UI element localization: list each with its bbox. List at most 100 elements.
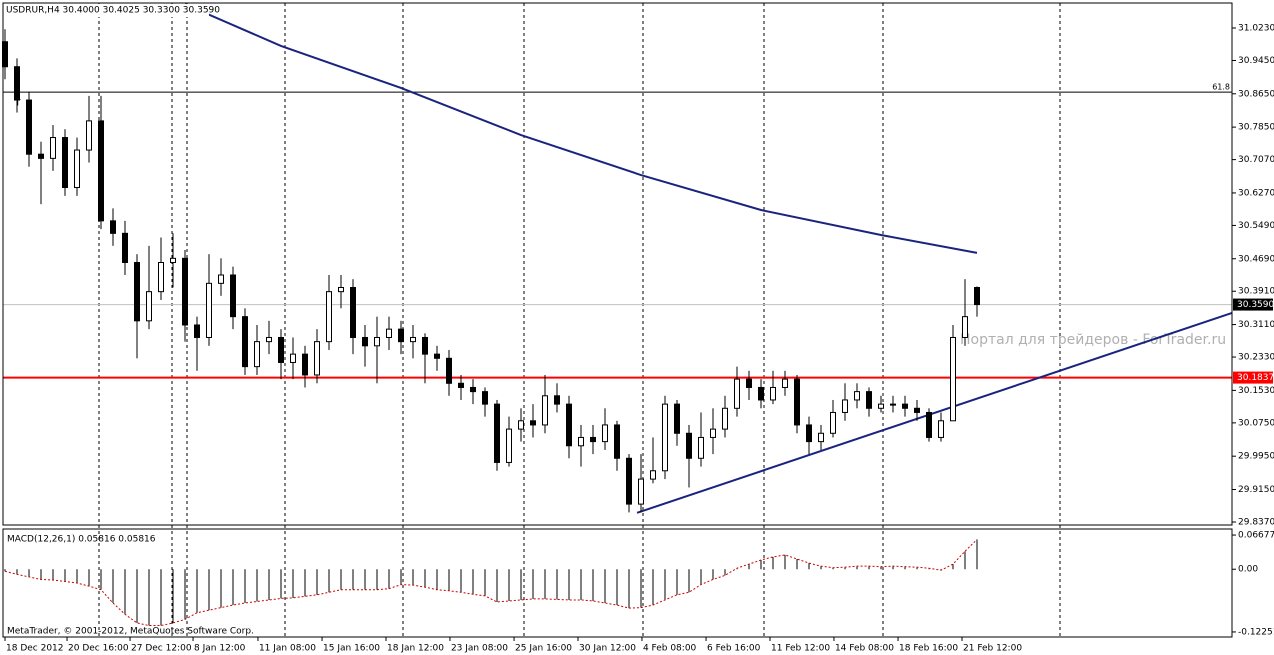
candle-body: [734, 378, 741, 409]
candle-body: [950, 336, 957, 422]
x-tick-label: 18 Feb 16:00: [899, 644, 958, 654]
candle-body: [362, 336, 369, 347]
candle-body: [614, 424, 621, 459]
x-tick-label: 25 Jan 16:00: [515, 644, 572, 654]
candle-body: [806, 424, 813, 443]
x-tick-label: 18 Dec 2012: [6, 644, 64, 654]
x-tick-label: 6 Feb 16:00: [707, 644, 761, 654]
x-tick-label: 30 Jan 12:00: [579, 644, 636, 654]
candle-body: [506, 428, 513, 463]
candle-body: [74, 149, 81, 189]
chart-title: USDRUR,H4 30.4000 30.4025 30.3300 30.359…: [6, 6, 220, 16]
candle-body: [566, 403, 573, 447]
candle-body: [38, 153, 45, 159]
candle-body: [218, 274, 225, 284]
candle-body: [770, 386, 777, 401]
y-tick-label: 30.3910: [1238, 287, 1274, 297]
candle-body: [422, 336, 429, 355]
moving-average: [184, 3, 978, 254]
marker: T: [14, 99, 21, 109]
footer: MetaTrader, © 2001-2012, MetaQuotes Soft…: [7, 627, 254, 637]
period-separators: [98, 3, 1061, 637]
candle-body: [194, 324, 201, 338]
candle-body: [170, 257, 177, 264]
y-tick-label: 29.9150: [1238, 485, 1274, 495]
candle-body: [482, 391, 489, 405]
candle-body: [914, 407, 921, 413]
y-tick-label: 29.9950: [1238, 452, 1274, 462]
y-tick-label: 30.0750: [1238, 418, 1274, 428]
candle-body: [314, 341, 321, 376]
macd-signal: [4, 539, 978, 627]
y-tick-label: 30.3110: [1238, 320, 1274, 330]
price-pane-border: [2, 2, 1233, 526]
support-price-label: 30.1837: [1237, 373, 1274, 383]
candle-body: [110, 220, 117, 234]
candle-body: [350, 286, 357, 338]
candle-body: [626, 457, 633, 505]
candle-body: [386, 328, 393, 338]
candle-body: [542, 395, 549, 426]
x-tick-label: 21 Feb 12:00: [963, 644, 1022, 654]
candle-body: [206, 282, 213, 338]
candle-body: [698, 436, 705, 459]
candle-body: [578, 436, 585, 447]
candle-body: [86, 120, 93, 151]
x-tick-label: 18 Jan 12:00: [387, 644, 444, 654]
candle-body: [554, 395, 561, 405]
x-tick-label: 23 Jan 08:00: [451, 644, 508, 654]
y-tick-label: 30.5490: [1238, 221, 1274, 231]
fib-label: 61.8: [1212, 83, 1230, 92]
candle-body: [758, 386, 765, 401]
candle-body: [638, 478, 645, 505]
candle-body: [866, 391, 873, 409]
y-tick-label: 30.1530: [1238, 386, 1274, 396]
candle-body: [50, 137, 57, 159]
candle-body: [374, 336, 381, 347]
last-price-label: 30.3590: [1237, 300, 1274, 310]
candle-body: [290, 353, 297, 363]
candle-body: [962, 316, 969, 338]
support-price-box: [1233, 371, 1273, 384]
candle-body: [398, 328, 405, 343]
macd-title: MACD(12,26,1) 0.05816 0.05816: [7, 535, 156, 545]
candle-body: [62, 137, 69, 189]
candle-body: [830, 411, 837, 434]
y-tick-label: 30.2330: [1238, 353, 1274, 363]
last-price-box: [1233, 298, 1273, 311]
candle-body: [158, 262, 165, 293]
candle-body: [98, 120, 105, 222]
candle-body: [926, 411, 933, 438]
candle-body: [590, 436, 597, 443]
candle-body: [686, 432, 693, 459]
x-tick-label: 4 Feb 08:00: [643, 644, 697, 654]
candle-body: [458, 382, 465, 388]
y-tick-label: 29.8370: [1238, 518, 1274, 528]
candle-body: [710, 428, 717, 438]
candle-body: [470, 386, 477, 393]
y-tick-label: 31.0230: [1238, 23, 1274, 33]
x-tick-label: 15 Jan 16:00: [323, 644, 380, 654]
candle-body: [890, 403, 897, 406]
candle-body: [530, 420, 537, 426]
macd-y-tick-label: 0.06677: [1238, 531, 1274, 541]
candle-body: [278, 336, 285, 363]
candle-body: [602, 424, 609, 443]
candle-body: [974, 286, 981, 306]
x-tick-label: 20 Dec 16:00: [68, 644, 129, 654]
candle-body: [938, 420, 945, 438]
candle-body: [842, 399, 849, 413]
candle-body: [662, 403, 669, 472]
y-tick-label: 30.8650: [1238, 89, 1274, 99]
y-tick-label: 30.9450: [1238, 56, 1274, 66]
candle-body: [434, 353, 441, 359]
y-tick-label: 30.4690: [1238, 254, 1274, 264]
candle-body: [446, 357, 453, 384]
candle-body: [242, 316, 249, 368]
candle-body: [254, 341, 261, 368]
candle-body: [818, 432, 825, 443]
candle-body: [410, 336, 417, 343]
candle-body: [338, 286, 345, 293]
